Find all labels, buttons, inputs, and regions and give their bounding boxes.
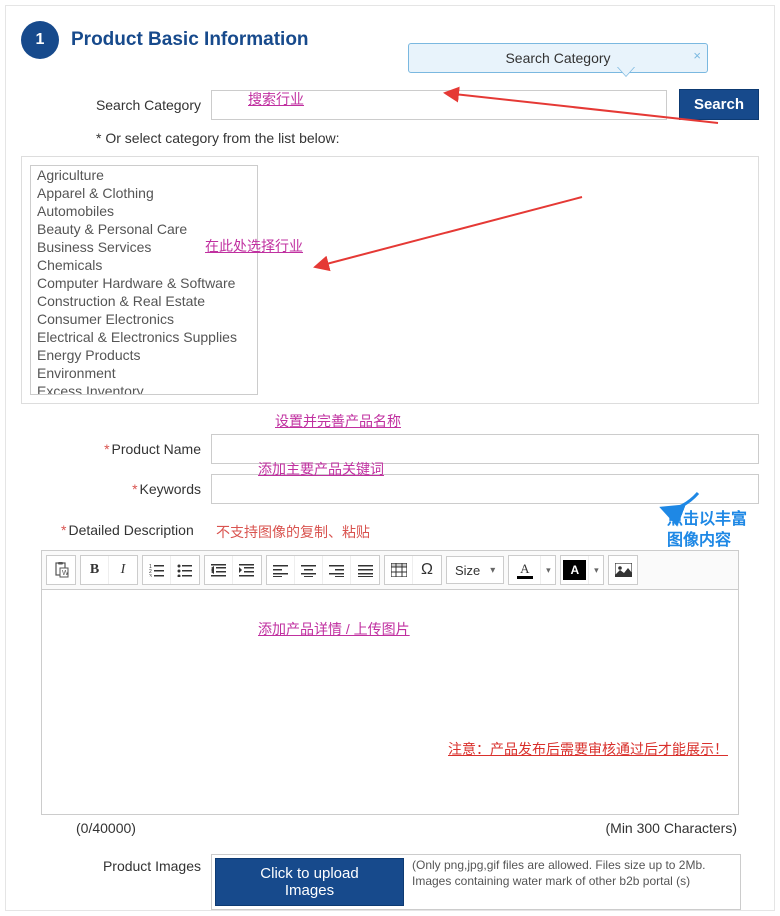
numbered-list-button[interactable]: 123 <box>143 556 171 584</box>
outdent-button[interactable] <box>205 556 233 584</box>
category-item[interactable]: Business Services <box>31 238 257 256</box>
category-item[interactable]: Environment <box>31 364 257 382</box>
tooltip-close-icon[interactable]: × <box>693 48 701 63</box>
text-color-dropdown-icon[interactable]: ▾ <box>541 556 555 584</box>
description-warning-text: 不支持图像的复制、粘贴 <box>216 522 370 542</box>
editor-toolbar: W B I 123 <box>42 551 738 590</box>
category-item[interactable]: Automobiles <box>31 202 257 220</box>
step-number-badge: 1 <box>21 21 59 59</box>
category-item[interactable]: Consumer Electronics <box>31 310 257 328</box>
category-item[interactable]: Beauty & Personal Care <box>31 220 257 238</box>
background-color-button[interactable]: A <box>561 556 589 584</box>
rich-text-editor: W B I 123 <box>41 550 739 815</box>
tooltip-text: Search Category <box>505 50 610 66</box>
tooltip-search-category: Search Category × <box>408 43 708 73</box>
char-counter: (0/40000) <box>76 820 136 836</box>
upload-images-button[interactable]: Click to upload Images <box>215 858 404 906</box>
special-char-button[interactable]: Ω <box>413 556 441 584</box>
category-list[interactable]: AgricultureApparel & ClothingAutomobiles… <box>30 165 258 395</box>
chevron-down-icon: ▾ <box>490 565 495 576</box>
category-box: AgricultureApparel & ClothingAutomobiles… <box>21 156 759 404</box>
category-item[interactable]: Electrical & Electronics Supplies <box>31 328 257 346</box>
category-item[interactable]: Excess Inventory <box>31 382 257 395</box>
product-name-label: Product Name <box>112 441 201 457</box>
font-size-label: Size <box>455 563 480 578</box>
search-category-input[interactable] <box>211 90 667 120</box>
section-title: Product Basic Information <box>71 29 309 51</box>
tooltip-tail <box>618 67 634 76</box>
align-justify-button[interactable] <box>351 556 379 584</box>
category-item[interactable]: Apparel & Clothing <box>31 184 257 202</box>
category-item[interactable]: Energy Products <box>31 346 257 364</box>
image-button[interactable] <box>609 556 637 584</box>
svg-text:W: W <box>62 570 69 577</box>
align-left-button[interactable] <box>267 556 295 584</box>
detailed-description-label: Detailed Description <box>68 522 193 538</box>
table-button[interactable] <box>385 556 413 584</box>
search-category-label: Search Category <box>21 97 211 113</box>
editor-content-area[interactable] <box>42 590 738 815</box>
or-select-note: * Or select category from the list below… <box>96 130 759 146</box>
font-size-select[interactable]: Size ▾ <box>446 556 504 584</box>
indent-button[interactable] <box>233 556 261 584</box>
product-name-input[interactable] <box>211 434 759 464</box>
category-item[interactable]: Chemicals <box>31 256 257 274</box>
svg-text:3: 3 <box>149 574 152 577</box>
paste-from-word-icon[interactable]: W <box>47 556 75 584</box>
italic-button[interactable]: I <box>109 556 137 584</box>
background-color-dropdown-icon[interactable]: ▾ <box>589 556 603 584</box>
bullet-list-button[interactable] <box>171 556 199 584</box>
align-center-button[interactable] <box>295 556 323 584</box>
product-images-label: Product Images <box>21 854 211 874</box>
category-item[interactable]: Agriculture <box>31 166 257 184</box>
search-button[interactable]: Search <box>679 89 759 120</box>
category-item[interactable]: Construction & Real Estate <box>31 292 257 310</box>
text-color-button[interactable]: A <box>509 556 541 584</box>
category-item[interactable]: Computer Hardware & Software <box>31 274 257 292</box>
min-chars-note: (Min 300 Characters) <box>606 820 738 836</box>
align-right-button[interactable] <box>323 556 351 584</box>
keywords-label: Keywords <box>140 481 201 497</box>
bold-button[interactable]: B <box>81 556 109 584</box>
keywords-input[interactable] <box>211 474 759 504</box>
